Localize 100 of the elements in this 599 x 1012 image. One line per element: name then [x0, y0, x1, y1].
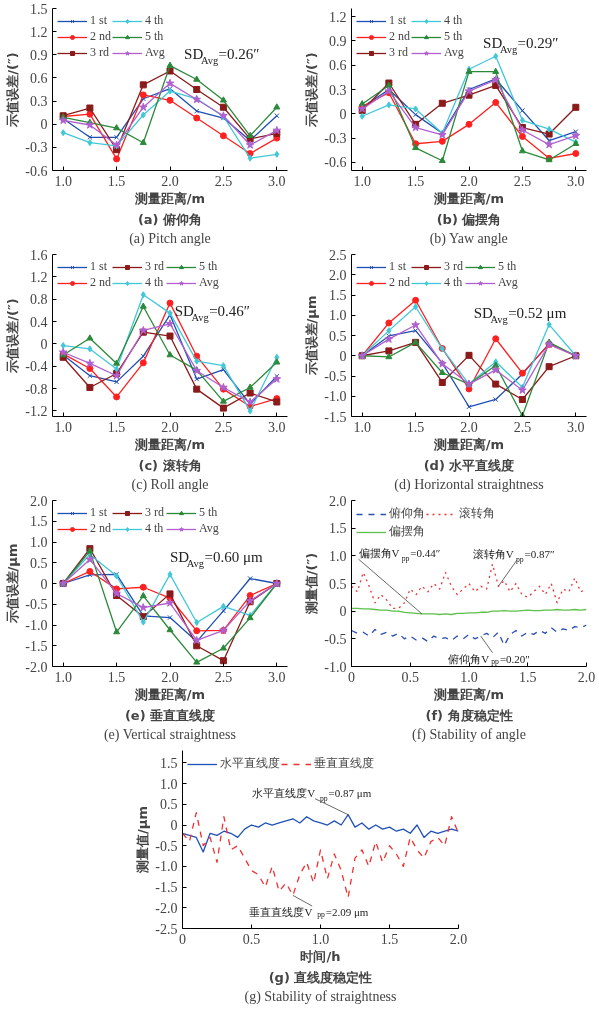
x-tick-label: 2.0	[577, 669, 596, 685]
y-tick-label: 0	[170, 818, 178, 834]
x-tick-label: 2.5	[513, 173, 532, 189]
legend-label: 2 nd	[389, 29, 410, 44]
y-axis-title: 测量值/μm	[135, 806, 151, 874]
y-tick-label: 0	[40, 117, 48, 133]
y-tick-label: -1.5	[324, 409, 347, 425]
y-axis-title: 示值误差/(″)	[5, 298, 21, 374]
x-tick-label: 3.0	[567, 173, 585, 189]
x-tick-label: 1.5	[406, 173, 425, 189]
y-tick-label: -1.5	[155, 880, 178, 896]
text: (a) 俯仰角	[137, 211, 203, 227]
y-tick-label: -0.6	[324, 155, 347, 171]
x-tick-label: 3.0	[268, 173, 286, 189]
x-axis-title: 测量距离/m	[432, 190, 505, 206]
y-tick-label: -2.0	[25, 659, 48, 675]
legend-label: 1 st	[90, 505, 108, 520]
text: (g) 直线度稳定性	[268, 969, 373, 985]
x-tick-label: 1.0	[54, 173, 72, 189]
legend-label: 垂直直线度	[314, 755, 374, 772]
legend-label: 2 nd	[90, 275, 111, 290]
text: (f) Stability of angle	[412, 726, 526, 743]
x-tick-label: 1.0	[54, 669, 72, 685]
y-tick-label: 1.6	[30, 247, 48, 263]
x-tick-label: 3.0	[268, 419, 286, 435]
y-tick-label: -0.5	[25, 597, 48, 613]
y-tick-label: -2.5	[155, 921, 178, 937]
y-tick-label: 0	[40, 576, 48, 592]
y-tick-label: -1.2	[25, 403, 48, 419]
x-tick-label: 1.5	[107, 419, 126, 435]
text: (c) 滚转角	[138, 457, 202, 473]
y-tick-label: 0	[339, 106, 347, 122]
legend-label: 5 th	[199, 259, 219, 274]
x-tick-label: 2.0	[449, 931, 468, 947]
legend-label: 3 rd	[145, 505, 165, 520]
y-axis-title: 示值误差/(″)	[5, 52, 21, 128]
y-tick-label: -1.0	[155, 859, 178, 875]
y-tick-label: 0.5	[329, 328, 347, 344]
y-tick-label: -0.5	[324, 369, 347, 384]
x-tick-label: 1.5	[107, 669, 126, 685]
y-tick-label: 0.9	[329, 33, 347, 49]
x-tick-label: 2.5	[513, 419, 532, 435]
legend-label: 4 th	[145, 521, 165, 536]
legend-label: 5 th	[444, 29, 464, 44]
x-tick-label: 1.0	[311, 931, 330, 947]
y-axis-title: 测量值/(″)	[304, 552, 320, 616]
y-tick-label: 1.0	[160, 776, 178, 792]
text: (c) Roll angle	[131, 476, 209, 493]
y-tick-label: -0.4	[25, 359, 48, 375]
y-tick-label: 0.6	[329, 58, 347, 74]
y-tick-label: 2.5	[329, 247, 347, 263]
x-tick-label: 1.5	[519, 669, 537, 685]
y-tick-label: -0.3	[25, 140, 48, 156]
text: (d) Horizontal straightness	[394, 476, 544, 493]
x-tick-label: 0.5	[401, 669, 419, 685]
legend-label: 4 th	[444, 13, 464, 28]
y-tick-label: 1.5	[329, 521, 347, 537]
text: (e) Vertical straightness	[103, 726, 236, 743]
x-tick-label: 1.0	[54, 419, 72, 435]
x-tick-label: 1.5	[380, 931, 399, 947]
text: (g) Stability of straightness	[244, 988, 397, 1005]
y-tick-label: 0.3	[329, 82, 347, 98]
y-tick-label: 0.3	[30, 94, 48, 110]
y-tick-label: 0.5	[30, 555, 48, 571]
x-tick-label: 0.5	[242, 931, 261, 947]
y-tick-label: -1.0	[324, 659, 347, 675]
legend-label: Avg	[444, 45, 464, 60]
y-tick-label: -0.3	[324, 131, 347, 147]
y-tick-label: 2.0	[329, 493, 347, 509]
x-tick-label: 1.5	[406, 419, 425, 435]
y-tick-label: 0.9	[30, 47, 48, 63]
y-axis-title: 示值误差/(″)	[304, 52, 320, 128]
y-tick-label: 0.6	[30, 70, 48, 86]
x-tick-label: 1.0	[460, 669, 478, 685]
legend-label: 5 th	[145, 29, 165, 44]
legend-label: 5 th	[498, 259, 518, 274]
y-axis-title: 示值误差/μm	[5, 543, 21, 625]
legend-label: 3 rd	[90, 45, 110, 60]
y-tick-label: -1.0	[25, 618, 48, 633]
y-tick-label: 1.2	[329, 9, 347, 25]
legend-label: 1 st	[389, 13, 407, 28]
legend-label: 4 th	[145, 13, 165, 28]
y-tick-label: 1.0	[329, 308, 347, 324]
y-tick-label: 0	[40, 336, 48, 352]
y-tick-label: 0	[339, 604, 347, 620]
legend-label: 滚转角	[459, 505, 495, 522]
y-tick-label: -0.6	[25, 163, 48, 179]
x-axis-title: 测量距离/m	[133, 436, 206, 452]
x-tick-label: 3.0	[567, 419, 585, 435]
y-tick-label: 1.0	[30, 535, 48, 550]
legend-label: 2 nd	[90, 521, 111, 536]
x-axis-title: 测量距离/m	[133, 686, 206, 702]
y-tick-label: -1.0	[324, 389, 347, 405]
y-tick-label: 0.5	[160, 797, 178, 813]
y-tick-label: -0.5	[324, 631, 347, 647]
legend-label: 4 th	[145, 275, 165, 290]
legend-label: Avg	[199, 521, 219, 536]
legend-label: 水平直线度	[220, 755, 280, 772]
y-tick-label: -0.8	[25, 381, 48, 397]
legend-label: 3 rd	[145, 259, 165, 274]
